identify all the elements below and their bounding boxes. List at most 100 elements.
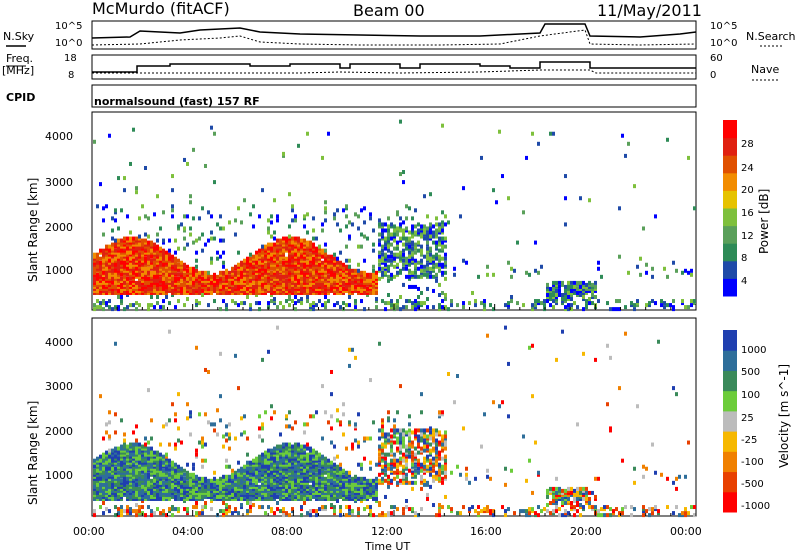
backscatter-cell	[246, 488, 249, 493]
backscatter-cell	[174, 480, 177, 485]
backscatter-cell	[300, 484, 303, 489]
backscatter-cell	[285, 482, 288, 487]
backscatter-cell	[180, 274, 183, 279]
backscatter-cell	[249, 288, 252, 293]
backscatter-cell	[144, 278, 147, 283]
backscatter-cell	[111, 488, 114, 493]
backscatter-cell	[252, 464, 255, 469]
backscatter-cell	[294, 260, 297, 265]
backscatter-cell	[267, 262, 270, 267]
backscatter-cell	[381, 418, 384, 423]
backscatter-cell	[618, 299, 621, 304]
backscatter-cell	[237, 482, 240, 487]
backscatter-cell	[393, 264, 396, 269]
backscatter-cell	[120, 446, 123, 451]
backscatter-cell	[282, 450, 285, 455]
backscatter-cell	[438, 282, 441, 287]
backscatter-cell	[99, 460, 102, 465]
backscatter-cell	[144, 284, 147, 289]
backscatter-cell	[225, 290, 228, 295]
backscatter-cell	[339, 513, 342, 518]
backscatter-cell	[324, 486, 327, 491]
backscatter-cell	[180, 278, 183, 283]
backscatter-cell	[303, 268, 306, 273]
backscatter-cell	[141, 260, 144, 265]
backscatter-cell	[321, 472, 324, 477]
backscatter-cell	[114, 274, 117, 279]
backscatter-cell	[570, 307, 573, 312]
backscatter-cell	[432, 268, 435, 273]
backscatter-cell	[327, 468, 330, 473]
backscatter-cell	[141, 460, 144, 465]
backscatter-cell	[288, 446, 291, 451]
backscatter-cell	[213, 470, 216, 475]
backscatter-cell	[393, 274, 396, 279]
backscatter-cell	[132, 282, 135, 287]
backscatter-cell	[399, 307, 402, 312]
backscatter-cell	[693, 206, 696, 211]
backscatter-cell	[135, 503, 138, 508]
backscatter-cell	[411, 272, 414, 277]
backscatter-cell	[195, 501, 198, 506]
backscatter-cell	[672, 305, 675, 310]
backscatter-cell	[306, 264, 309, 269]
backscatter-cell	[288, 262, 291, 267]
backscatter-cell	[177, 480, 180, 485]
backscatter-cell	[111, 490, 114, 495]
backscatter-cell	[126, 284, 129, 289]
backscatter-cell	[291, 462, 294, 467]
backscatter-cell	[117, 260, 120, 265]
backscatter-cell	[261, 282, 264, 287]
backscatter-cell	[144, 488, 147, 493]
backscatter-cell	[198, 440, 201, 445]
backscatter-cell	[327, 458, 330, 463]
backscatter-cell	[354, 438, 357, 443]
backscatter-cell	[396, 272, 399, 277]
backscatter-cell	[354, 488, 357, 493]
backscatter-cell	[117, 280, 120, 285]
backscatter-cell	[93, 486, 96, 491]
backscatter-cell	[183, 274, 186, 279]
backscatter-cell	[291, 248, 294, 253]
backscatter-cell	[141, 276, 144, 281]
backscatter-cell	[261, 478, 264, 483]
backscatter-cell	[201, 478, 204, 483]
backscatter-cell	[141, 264, 144, 269]
backscatter-cell	[591, 286, 594, 291]
backscatter-cell	[129, 266, 132, 271]
backscatter-cell	[285, 424, 288, 429]
backscatter-cell	[273, 454, 276, 459]
backscatter-cell	[444, 222, 447, 227]
backscatter-cell	[102, 490, 105, 495]
backscatter-cell	[609, 307, 612, 312]
backscatter-cell	[141, 468, 144, 473]
backscatter-cell	[294, 482, 297, 487]
backscatter-cell	[192, 486, 195, 491]
backscatter-cell	[144, 478, 147, 483]
backscatter-cell	[420, 274, 423, 279]
backscatter-cell	[693, 299, 696, 304]
backscatter-cell	[450, 299, 453, 304]
backscatter-cell	[384, 478, 387, 483]
backscatter-cell	[138, 476, 141, 481]
backscatter-cell	[282, 468, 285, 473]
backscatter-cell	[273, 286, 276, 291]
backscatter-cell	[234, 494, 237, 499]
backscatter-cell	[132, 496, 135, 501]
backscatter-cell	[318, 462, 321, 467]
backscatter-cell	[141, 464, 144, 469]
backscatter-cell	[285, 258, 288, 263]
backscatter-cell	[285, 256, 288, 261]
backscatter-cell	[432, 230, 435, 235]
backscatter-cell	[105, 282, 108, 287]
backscatter-cell	[312, 492, 315, 497]
backscatter-cell	[117, 238, 120, 243]
backscatter-cell	[288, 410, 291, 415]
backscatter-cell	[372, 486, 375, 491]
backscatter-cell	[177, 284, 180, 289]
backscatter-cell	[375, 484, 378, 489]
backscatter-cell	[441, 256, 444, 261]
backscatter-cell	[180, 482, 183, 487]
backscatter-cell	[420, 290, 423, 295]
backscatter-cell	[183, 490, 186, 495]
